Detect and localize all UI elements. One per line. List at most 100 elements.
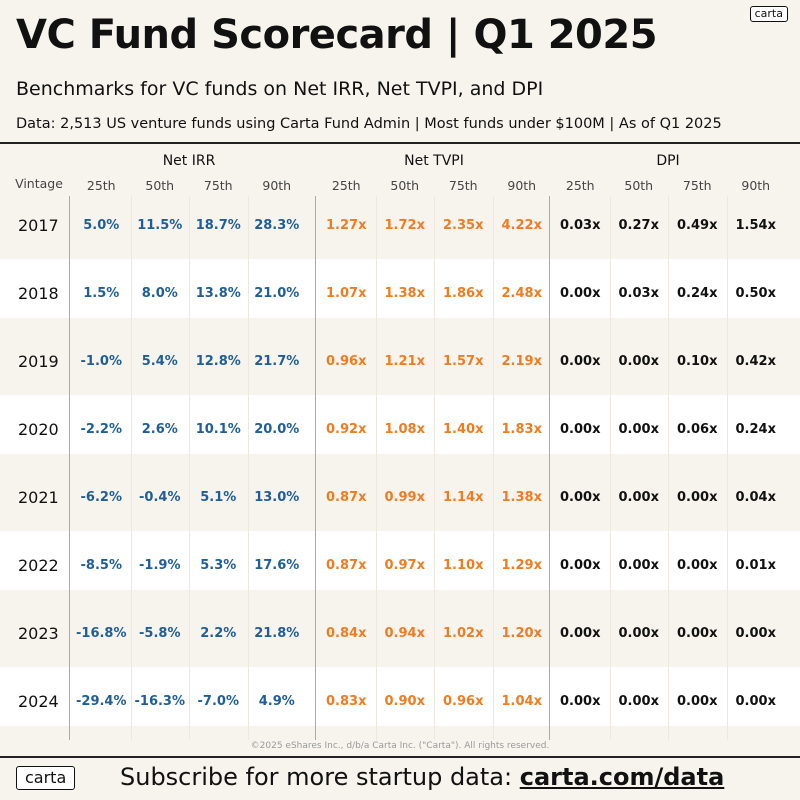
value-cell-tvpi: 0.96x xyxy=(326,354,367,369)
value-cell-tvpi: 0.83x xyxy=(326,694,367,709)
cta-text: Subscribe for more startup data: xyxy=(120,763,520,791)
value-cell-tvpi: 1.40x xyxy=(443,422,484,437)
value-cell-irr: 17.6% xyxy=(254,558,300,573)
column-gridline xyxy=(668,196,669,740)
value-cell-irr: 5.4% xyxy=(141,354,178,369)
value-cell-tvpi: 0.99x xyxy=(384,490,425,505)
value-cell-tvpi: 1.02x xyxy=(443,626,484,641)
column-gridline xyxy=(434,196,435,740)
value-cell-tvpi: 1.14x xyxy=(443,490,484,505)
value-cell-tvpi: 1.27x xyxy=(326,218,367,233)
row-band xyxy=(0,531,800,590)
column-gridline xyxy=(189,196,190,740)
vintage-label: 2020 xyxy=(18,420,59,439)
value-cell-irr: -16.3% xyxy=(134,694,186,709)
value-cell-tvpi: 1.38x xyxy=(384,286,425,301)
carta-badge-logo: carta xyxy=(749,6,788,22)
value-cell-dpi: 0.10x xyxy=(677,354,718,369)
percentile-header: 90th xyxy=(507,178,537,193)
group-divider xyxy=(549,196,550,740)
group-header-dpi: DPI xyxy=(656,153,680,169)
value-cell-dpi: 0.03x xyxy=(560,218,601,233)
value-cell-tvpi: 0.87x xyxy=(326,558,367,573)
value-cell-irr: -1.0% xyxy=(80,354,122,369)
column-gridline xyxy=(492,196,494,740)
value-cell-tvpi: 1.29x xyxy=(501,558,542,573)
value-cell-dpi: 1.54x xyxy=(735,218,776,233)
percentile-header: 50th xyxy=(390,178,420,193)
column-gridline xyxy=(726,196,728,740)
value-cell-irr: -1.9% xyxy=(139,558,181,573)
value-cell-dpi: 0.00x xyxy=(560,490,601,505)
value-cell-dpi: 0.00x xyxy=(560,286,601,301)
value-cell-tvpi: 1.86x xyxy=(443,286,484,301)
data-source-note: Data: 2,513 US venture funds using Carta… xyxy=(16,116,722,132)
value-cell-irr: 13.0% xyxy=(254,490,300,505)
percentile-header: 75th xyxy=(203,178,233,193)
value-cell-tvpi: 1.20x xyxy=(501,626,542,641)
value-cell-tvpi: 1.38x xyxy=(501,490,542,505)
value-cell-tvpi: 0.94x xyxy=(384,626,425,641)
value-cell-tvpi: 4.22x xyxy=(501,218,542,233)
value-cell-dpi: 0.24x xyxy=(735,422,776,437)
value-cell-dpi: 0.04x xyxy=(735,490,776,505)
value-cell-irr: 13.8% xyxy=(195,286,241,301)
vintage-label: 2019 xyxy=(18,352,59,371)
vintage-label: 2024 xyxy=(18,692,59,711)
vintage-label: 2022 xyxy=(18,556,59,575)
subscribe-cta: Subscribe for more startup data: carta.c… xyxy=(120,763,724,791)
value-cell-tvpi: 1.07x xyxy=(326,286,367,301)
percentile-header: 75th xyxy=(448,178,478,193)
percentile-header: 50th xyxy=(145,178,175,193)
value-cell-dpi: 0.00x xyxy=(560,558,601,573)
value-cell-dpi: 0.27x xyxy=(618,218,659,233)
page-subtitle: Benchmarks for VC funds on Net IRR, Net … xyxy=(16,78,544,100)
vintage-label: 2017 xyxy=(18,216,59,235)
value-cell-dpi: 0.00x xyxy=(560,354,601,369)
value-cell-tvpi: 1.21x xyxy=(384,354,425,369)
page-title: VC Fund Scorecard | Q1 2025 xyxy=(16,12,658,58)
percentile-header: 25th xyxy=(86,178,116,193)
percentile-header: 75th xyxy=(682,178,712,193)
value-cell-irr: 12.8% xyxy=(195,354,241,369)
value-cell-dpi: 0.03x xyxy=(618,286,659,301)
value-cell-dpi: 0.00x xyxy=(618,354,659,369)
percentile-header: 90th xyxy=(741,178,771,193)
value-cell-dpi: 0.00x xyxy=(560,694,601,709)
value-cell-tvpi: 2.35x xyxy=(443,218,484,233)
copyright-notice: ©2025 eShares Inc., d/b/a Carta Inc. ("C… xyxy=(250,741,550,751)
value-cell-irr: 2.2% xyxy=(200,626,237,641)
value-cell-tvpi: 0.90x xyxy=(384,694,425,709)
value-cell-tvpi: 0.96x xyxy=(443,694,484,709)
carta-data-link[interactable]: carta.com/data xyxy=(519,763,725,791)
value-cell-dpi: 0.50x xyxy=(735,286,776,301)
value-cell-tvpi: 2.19x xyxy=(501,354,542,369)
value-cell-dpi: 0.00x xyxy=(735,626,776,641)
column-gridline xyxy=(247,196,249,740)
value-cell-dpi: 0.00x xyxy=(560,422,601,437)
value-cell-irr: 5.3% xyxy=(200,558,237,573)
value-cell-dpi: 0.01x xyxy=(735,558,776,573)
percentile-header: 25th xyxy=(331,178,361,193)
column-gridline xyxy=(130,196,132,740)
value-cell-irr: 8.0% xyxy=(141,286,178,301)
value-cell-dpi: 0.00x xyxy=(618,558,659,573)
value-cell-irr: 11.5% xyxy=(137,218,183,233)
value-cell-tvpi: 0.84x xyxy=(326,626,367,641)
value-cell-dpi: 0.00x xyxy=(618,626,659,641)
vintage-header: Vintage xyxy=(15,176,63,191)
percentile-header: 50th xyxy=(624,178,654,193)
value-cell-irr: -5.8% xyxy=(139,626,181,641)
value-cell-irr: -6.2% xyxy=(80,490,122,505)
value-cell-tvpi: 0.92x xyxy=(326,422,367,437)
value-cell-tvpi: 1.04x xyxy=(501,694,542,709)
value-cell-tvpi: 1.10x xyxy=(443,558,484,573)
value-cell-tvpi: 1.83x xyxy=(501,422,542,437)
value-cell-dpi: 0.00x xyxy=(677,490,718,505)
value-cell-irr: 4.9% xyxy=(258,694,295,709)
value-cell-tvpi: 1.08x xyxy=(384,422,425,437)
row-band xyxy=(0,259,800,318)
value-cell-irr: 28.3% xyxy=(254,218,300,233)
value-cell-irr: 10.1% xyxy=(195,422,241,437)
value-cell-dpi: 0.00x xyxy=(677,626,718,641)
